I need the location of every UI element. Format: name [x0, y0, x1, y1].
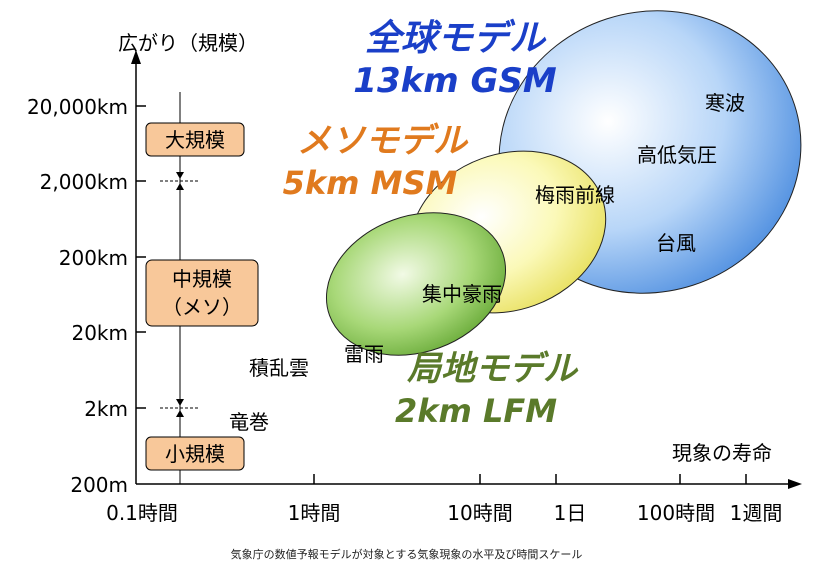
lfm-model-name: 局地モデル	[407, 349, 579, 389]
phenomenon-baiu-front: 梅雨前線	[535, 183, 615, 207]
scale-boundary-lower	[160, 399, 200, 417]
x-tick-label-1day: 1日	[554, 501, 587, 525]
y-tick-label-2km: 2km	[84, 397, 128, 421]
x-axis-title: 現象の寿命	[672, 441, 772, 465]
phenomenon-cold-wave: 寒波	[705, 91, 745, 115]
y-tick-label-2000km: 2,000km	[40, 170, 128, 194]
phenomenon-pressure-system: 高低気圧	[637, 143, 717, 167]
x-tick-label-1week: 1週間	[730, 501, 783, 525]
large-scale-box	[145, 122, 245, 157]
y-ticks	[136, 105, 146, 409]
y-axis-arrowhead	[131, 50, 141, 64]
x-tick-label-100h: 100時間	[637, 501, 715, 525]
x-ticks	[313, 474, 747, 484]
x-tick-label-0.1h: 0.1時間	[106, 501, 178, 525]
y-tick-label-200km: 200km	[59, 246, 128, 270]
msm-model-name: メソモデル	[297, 121, 469, 161]
meso-scale-box	[145, 259, 259, 327]
scale-boundary-upper	[160, 172, 200, 190]
meso-scale-label-line1: 中規模	[172, 267, 232, 291]
x-tick-label-10h: 10時間	[447, 501, 512, 525]
y-tick-label-20000km: 20,000km	[27, 95, 128, 119]
large-scale-label: 大規模	[165, 128, 225, 152]
figure-caption: 気象庁の数値予報モデルが対象とする気象現象の水平及び時間スケール	[230, 548, 583, 561]
x-tick-label-1h: 1時間	[288, 501, 341, 525]
meso-scale-label-line2: （メソ）	[162, 295, 242, 319]
y-tick-label-200m: 200m	[70, 473, 128, 497]
phenomenon-thunderstorm: 雷雨	[344, 342, 384, 366]
lfm-domain-ellipse	[325, 212, 507, 356]
gsm-model-name: 全球モデル	[365, 18, 547, 59]
phenomenon-tornado: 竜巻	[229, 410, 269, 434]
y-axis-title: 広がり（規模）	[118, 31, 258, 55]
phenomenon-cumulonimbus: 積乱雲	[249, 356, 309, 380]
small-scale-label: 小規模	[165, 442, 225, 466]
gsm-model-spec: 13km GSM	[353, 61, 557, 101]
x-axis-arrowhead	[788, 479, 802, 489]
phenomenon-typhoon: 台風	[656, 231, 696, 255]
small-scale-box	[145, 436, 245, 471]
lfm-model-spec: 2km LFM	[395, 392, 557, 430]
y-tick-label-20km: 20km	[71, 321, 128, 345]
phenomenon-heavy-rain: 集中豪雨	[422, 282, 502, 306]
msm-model-spec: 5km MSM	[283, 164, 458, 202]
